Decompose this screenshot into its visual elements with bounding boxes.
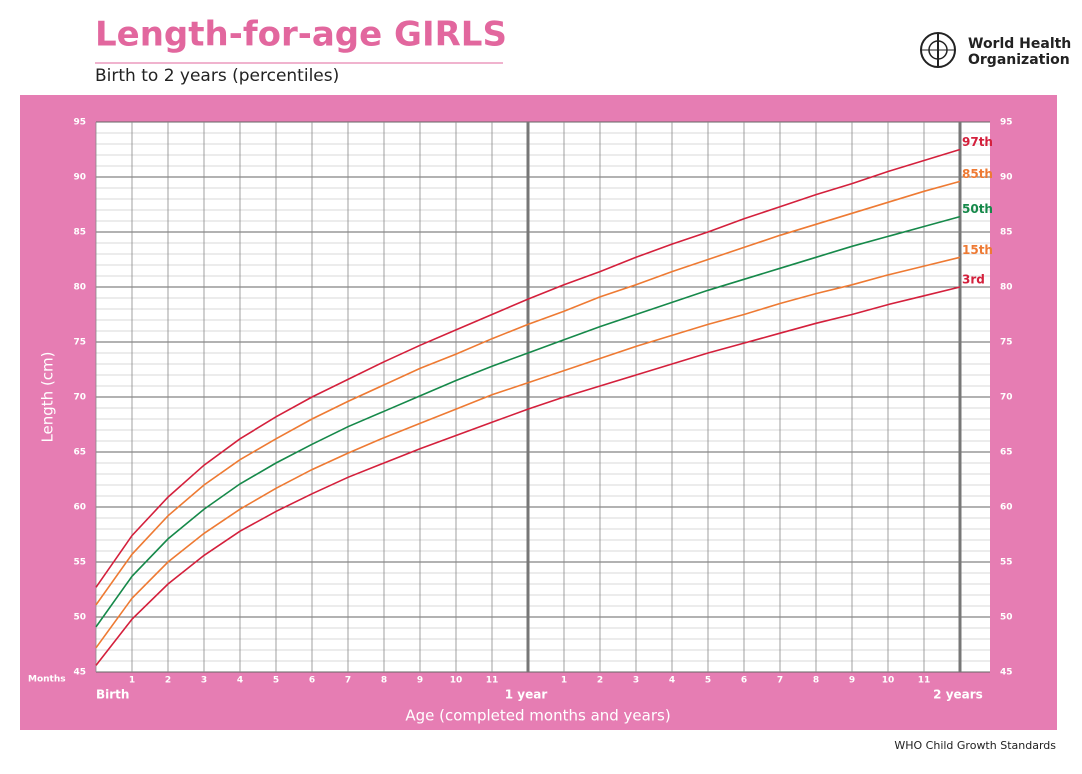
x-tick-label: 8 xyxy=(813,676,819,686)
x-tick-label: 6 xyxy=(741,676,747,686)
y-tick-label: 85 xyxy=(73,228,86,238)
y2-tick-label: 65 xyxy=(1000,448,1013,458)
y2-tick-label: 50 xyxy=(1000,613,1013,623)
x-tick-label: 1 year xyxy=(505,688,548,702)
x-tick-label: 9 xyxy=(417,676,423,686)
title: Length-for-age GIRLS xyxy=(95,15,507,55)
x-tick-label: 6 xyxy=(309,676,315,686)
series-label: 50th xyxy=(962,202,993,216)
x-tick-label: 3 xyxy=(633,676,639,686)
grid: 4550556065707580859095455055606570758085… xyxy=(73,118,1012,702)
y-tick-label: 70 xyxy=(73,393,86,403)
footer: WHO Child Growth Standards xyxy=(894,739,1056,752)
x-tick-label: 3 xyxy=(201,676,207,686)
logo-text: Organization xyxy=(968,52,1070,68)
x-tick-label: 4 xyxy=(237,676,243,686)
y-tick-label: 55 xyxy=(73,558,86,568)
series-label: 85th xyxy=(962,167,993,181)
x-tick-label: 8 xyxy=(381,676,387,686)
y2-tick-label: 60 xyxy=(1000,503,1013,513)
x-unit-label: Months xyxy=(28,675,66,685)
x-tick-label: 5 xyxy=(273,676,279,686)
x-tick-label: 1 xyxy=(129,676,135,686)
y-tick-label: 75 xyxy=(73,338,86,348)
x-tick-label: 2 xyxy=(597,676,603,686)
percentile-line xyxy=(95,256,961,649)
y-tick-label: 80 xyxy=(73,283,86,293)
x-tick-label: 2 xyxy=(165,676,171,686)
y-tick-label: 50 xyxy=(73,613,86,623)
x-tick-label: Birth xyxy=(96,688,129,702)
y-axis-label: Length (cm) xyxy=(39,351,57,442)
x-tick-label: 2 years xyxy=(933,688,983,702)
y-tick-label: 95 xyxy=(73,118,86,128)
x-tick-label: 11 xyxy=(486,676,499,686)
x-tick-label: 7 xyxy=(345,676,351,686)
percentile-line xyxy=(95,215,961,628)
marks: 97th 85th 50th 15th 3rd xyxy=(95,135,993,666)
x-tick-label: 9 xyxy=(849,676,855,686)
y-tick-label: 60 xyxy=(73,503,86,513)
who-logo xyxy=(920,32,956,68)
y2-tick-label: 90 xyxy=(1000,173,1013,183)
x-tick-label: 1 xyxy=(561,676,567,686)
y2-tick-label: 75 xyxy=(1000,338,1013,348)
subtitle: Birth to 2 years (percentiles) xyxy=(95,66,339,86)
y2-tick-label: 85 xyxy=(1000,228,1013,238)
x-axis-label: Age (completed months and years) xyxy=(405,707,670,725)
series-label: 97th xyxy=(962,135,993,149)
x-tick-label: 4 xyxy=(669,676,675,686)
y2-tick-label: 80 xyxy=(1000,283,1013,293)
y-tick-label: 65 xyxy=(73,448,86,458)
percentile-line xyxy=(95,148,961,588)
percentile-line xyxy=(95,286,961,666)
y2-tick-label: 55 xyxy=(1000,558,1013,568)
y-tick-label: 90 xyxy=(73,173,86,183)
logo-text: World Health xyxy=(968,36,1071,52)
series-label: 15th xyxy=(962,243,993,257)
series-label: 3rd xyxy=(962,273,985,287)
y2-tick-label: 70 xyxy=(1000,393,1013,403)
x-tick-label: 5 xyxy=(705,676,711,686)
y-tick-label: 45 xyxy=(73,668,86,678)
x-tick-label: 7 xyxy=(777,676,783,686)
y2-tick-label: 95 xyxy=(1000,118,1013,128)
x-tick-label: 10 xyxy=(882,676,895,686)
y2-tick-label: 45 xyxy=(1000,668,1013,678)
x-tick-label: 10 xyxy=(450,676,463,686)
x-tick-label: 11 xyxy=(918,676,931,686)
percentile-line xyxy=(95,180,961,606)
